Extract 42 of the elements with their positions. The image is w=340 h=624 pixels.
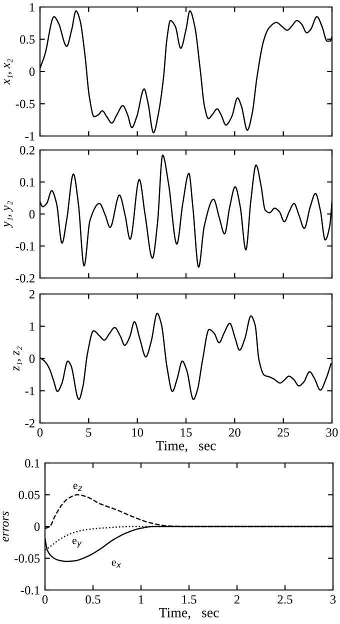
y-tick-label: -0.2 — [16, 274, 34, 283]
y-tick-label: -0.1 — [16, 242, 34, 251]
y-tick-label: 0.1 — [20, 178, 34, 187]
x-axis-title: Time, sec — [159, 608, 219, 620]
y-tick-label: 0 — [29, 210, 35, 218]
y-tick-label: -0.05 — [14, 554, 40, 563]
y-tick-label: 1 — [30, 3, 34, 12]
x-tick-label: 5 — [86, 428, 92, 437]
x-tick-label: 30 — [326, 428, 338, 437]
x-tick-label: 2 — [234, 595, 240, 604]
x-tick-label: 0.5 — [86, 595, 100, 604]
x-tick-label: 20 — [228, 428, 240, 437]
y-tick-label: 0 — [29, 68, 35, 76]
y-tick-label: 2 — [29, 290, 34, 298]
x-tick-label: 2.5 — [278, 595, 292, 604]
y-axis-title: errors — [2, 511, 9, 542]
y-tick-label: 0 — [29, 354, 35, 363]
y-tick-label: 0.5 — [20, 35, 35, 44]
y-tick-label: -2 — [25, 419, 34, 428]
y-tick-label: 0 — [34, 522, 40, 531]
x-tick-label: 3 — [330, 595, 336, 604]
series-label: e$_{z}$ — [73, 484, 82, 491]
y-tick-label: 1 — [30, 322, 34, 331]
y-tick-label: 0.2 — [20, 146, 34, 155]
series-label: e$_{x}$ — [112, 560, 122, 568]
y-tick-label: 0.05 — [18, 490, 40, 500]
x-tick-label: 1 — [138, 595, 144, 604]
y-axis-title: y₁, y₂ — [4, 201, 13, 228]
y-tick-label: -1 — [25, 386, 34, 396]
y-axis-title: z₁, z₂ — [14, 346, 22, 371]
y-tick-label: 0.1 — [24, 459, 40, 468]
x-tick-label: 0 — [42, 595, 48, 604]
y-tick-label: -0.1 — [20, 586, 40, 595]
y-axis-title: x₁, x₂ — [4, 58, 12, 85]
series-label: e$_{y}$ — [72, 538, 82, 548]
x-tick-label: 15 — [180, 428, 192, 437]
y-tick-label: -1 — [25, 132, 34, 140]
x-axis-title: Time, sec — [156, 441, 216, 452]
x-tick-label: 1.5 — [182, 595, 196, 604]
y-tick-label: -0.5 — [16, 100, 35, 108]
x-tick-label: 25 — [278, 428, 290, 437]
x-tick-label: 10 — [132, 428, 144, 437]
